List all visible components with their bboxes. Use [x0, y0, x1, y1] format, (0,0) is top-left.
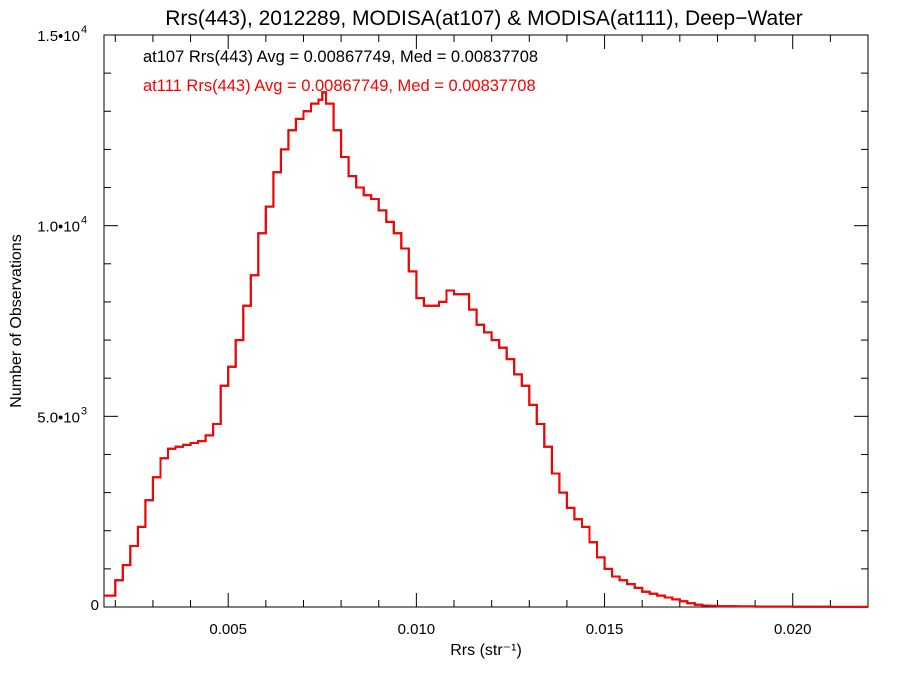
annotation-at111: at111 Rrs(443) Avg = 0.00867749, Med = 0… — [143, 77, 536, 95]
series-line-at107 — [104, 91, 868, 608]
y-tick-mantissa: 5.0•10 — [37, 409, 80, 426]
chart-title: Rrs(443), 2012289, MODISA(at107) & MODIS… — [165, 7, 802, 30]
y-tick-label: 1.0•10 4 — [37, 215, 87, 236]
y-tick-label: 1.5•10 4 — [37, 24, 87, 45]
y-tick-exponent: 4 — [81, 24, 87, 36]
y-axis-label: Number of Observations — [8, 234, 25, 407]
y-tick-label: 0 — [91, 597, 99, 614]
y-tick-mantissa: 1.5•10 — [37, 28, 80, 45]
y-tick-exponent: 4 — [81, 215, 87, 227]
x-tick-label: 0.015 — [586, 621, 624, 638]
series-line-at111 — [104, 91, 868, 608]
y-tick-label: 5.0•10 3 — [37, 405, 87, 426]
x-axis-label: Rrs (str⁻¹) — [450, 642, 522, 659]
x-axis: 0.005 0.010 0.015 0.020 — [114, 35, 869, 638]
plot-frame — [103, 34, 869, 608]
annotation-at107: at107 Rrs(443) Avg = 0.00867749, Med = 0… — [143, 48, 538, 66]
x-tick-label: 0.020 — [774, 621, 812, 638]
x-tick-label: 0.010 — [398, 621, 436, 638]
y-tick-exponent: 3 — [81, 405, 87, 417]
y-tick-mantissa: 1.0•10 — [37, 219, 80, 236]
x-tick-label: 0.005 — [209, 621, 247, 638]
series-layer — [104, 91, 868, 608]
y-axis: 05.0•10 31.0•10 41.5•10 4 — [37, 24, 868, 614]
y-tick-mantissa: 0 — [91, 597, 99, 614]
